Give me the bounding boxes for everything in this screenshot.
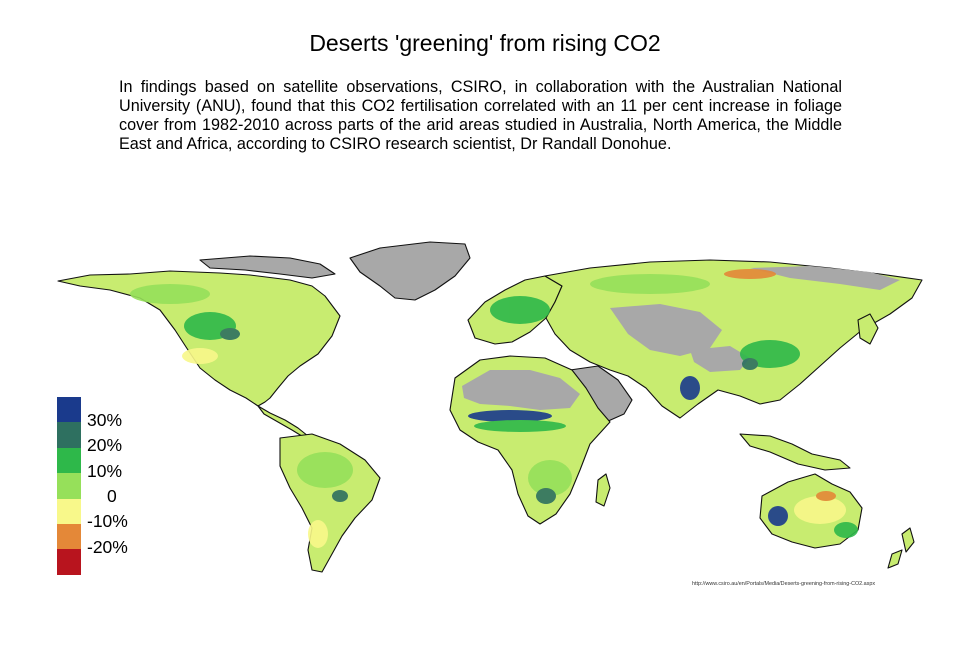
patch-russia-red bbox=[724, 269, 776, 279]
tibet-no-data bbox=[690, 346, 750, 372]
patch-argentina-yellow bbox=[308, 520, 328, 548]
patch-india-blue bbox=[680, 376, 700, 400]
patch-australia-red bbox=[816, 491, 836, 501]
legend-swatch bbox=[57, 524, 81, 550]
world-vegetation-map bbox=[57, 241, 923, 573]
southeast-asia-islands bbox=[739, 433, 851, 471]
patch-south-america-green bbox=[297, 452, 353, 488]
legend-swatch bbox=[57, 447, 81, 474]
legend-swatch bbox=[57, 422, 81, 448]
patch-south-america-blue bbox=[332, 490, 348, 502]
patch-north-america-blue bbox=[220, 328, 240, 340]
legend-swatch bbox=[57, 549, 81, 575]
patch-russia-green bbox=[590, 274, 710, 294]
map-title: Deserts 'greening' from rising CO2 bbox=[309, 30, 661, 56]
patch-sahel-green bbox=[474, 420, 566, 432]
patch-sahel-blue bbox=[468, 410, 552, 422]
patch-china-blue bbox=[742, 358, 758, 370]
color-legend: 30% 20% 10% 0 -10% -20% bbox=[57, 397, 197, 577]
sahara-no-data bbox=[462, 370, 580, 410]
legend-swatch bbox=[57, 397, 81, 423]
legend-label: 0 bbox=[107, 486, 117, 506]
source-url: http://www.csiro.au/en/Portals/Media/Des… bbox=[692, 581, 876, 587]
legend-label: 20% bbox=[87, 435, 123, 455]
legend-swatch bbox=[57, 473, 81, 499]
greenland-landmass bbox=[349, 241, 471, 301]
patch-us-yellow bbox=[182, 348, 218, 364]
central-asia-no-data bbox=[610, 304, 722, 356]
madagascar-landmass bbox=[595, 473, 611, 507]
new-zealand-landmass bbox=[887, 527, 915, 569]
patch-southern-africa-green bbox=[528, 460, 572, 496]
description-paragraph: In findings based on satellite observati… bbox=[119, 78, 842, 153]
legend-label: -10% bbox=[87, 511, 128, 531]
patch-australia-green bbox=[834, 522, 858, 538]
patch-canada-green bbox=[130, 284, 210, 304]
legend-label: -20% bbox=[87, 537, 128, 557]
japan-landmass bbox=[857, 313, 879, 345]
legend-swatch bbox=[57, 498, 81, 524]
legend-label: 30% bbox=[87, 410, 123, 430]
patch-southern-africa-blue bbox=[536, 488, 556, 504]
legend-label: 10% bbox=[87, 461, 123, 481]
arctic-islands bbox=[199, 255, 336, 279]
patch-europe-green bbox=[490, 296, 550, 324]
patch-australia-yellow bbox=[794, 496, 846, 524]
siberia-no-data bbox=[750, 266, 900, 290]
patch-australia-blue bbox=[768, 506, 788, 526]
